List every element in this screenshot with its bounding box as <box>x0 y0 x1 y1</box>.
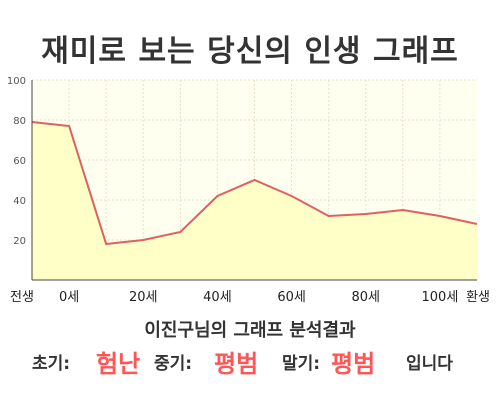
y-tick-label: 60 <box>13 156 26 167</box>
analysis-subtitle: 이진구님의 그래프 분석결과 <box>144 320 356 341</box>
y-tick-label: 40 <box>13 196 26 207</box>
result-suffix: 입니다 <box>406 354 453 374</box>
y-tick-labels: 20 40 60 80 100 <box>7 76 26 247</box>
x-tick-label: 40세 <box>203 290 232 305</box>
late-label: 말기: <box>282 354 321 374</box>
early-label: 초기: <box>32 354 71 374</box>
x-tick-label: 100세 <box>422 290 459 305</box>
chart-title: 재미로 보는 당신의 인생 그래프 <box>41 34 459 69</box>
x-tick-label: 20세 <box>129 290 158 305</box>
life-graph-chart: 20 40 60 80 100 전생 0세 20세 40세 60세 80세 100세 환생 <box>7 76 490 305</box>
x-tick-label: 전생 <box>10 290 34 305</box>
early-value: 험난 <box>96 350 141 378</box>
x-tick-label: 환생 <box>466 290 490 305</box>
y-tick-label: 100 <box>7 76 26 87</box>
axes <box>31 80 477 281</box>
y-tick-label: 20 <box>13 236 26 247</box>
x-tick-label: 60세 <box>277 290 306 305</box>
x-tick-label: 80세 <box>351 290 380 305</box>
data-line <box>31 121 478 246</box>
x-tick-labels: 전생 0세 20세 40세 60세 80세 100세 환생 <box>10 290 490 305</box>
middle-label: 중기: <box>154 354 193 374</box>
middle-value: 평범 <box>214 350 259 378</box>
late-value: 평범 <box>331 350 376 378</box>
y-tick-label: 80 <box>13 116 26 127</box>
x-tick-label: 0세 <box>59 290 79 305</box>
analysis-result-row: 초기: 험난 중기: 평범 말기: 평범 입니다 <box>0 347 500 381</box>
